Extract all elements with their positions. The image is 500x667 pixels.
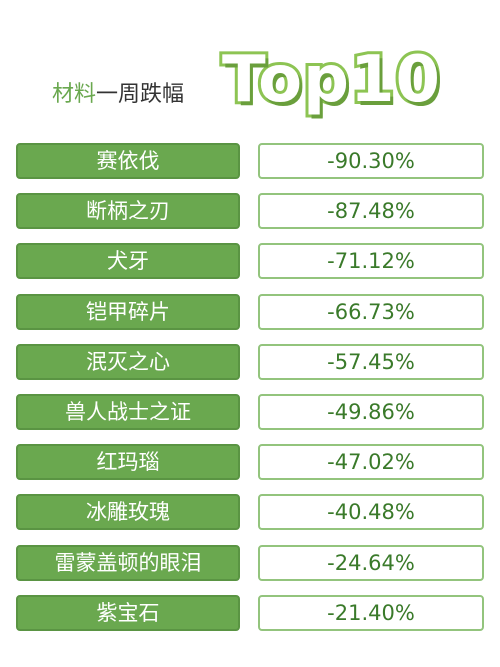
material-name: 赛依伐 [16,143,240,179]
change-value: -66.73% [258,294,484,330]
material-name: 红玛瑙 [16,444,240,480]
table-row: 冰雕玫瑰 -40.48% [0,494,500,530]
material-name: 铠甲碎片 [16,294,240,330]
table-row: 红玛瑙 -47.02% [0,444,500,480]
table-row: 犬牙 -71.12% [0,243,500,279]
material-name: 兽人战士之证 [16,394,240,430]
change-value: -87.48% [258,193,484,229]
change-value: -40.48% [258,494,484,530]
material-name: 冰雕玫瑰 [16,494,240,530]
table-row: 雷蒙盖顿的眼泪 -24.64% [0,545,500,581]
table-row: 紫宝石 -21.40% [0,595,500,631]
material-name: 泯灭之心 [16,344,240,380]
material-name: 紫宝石 [16,595,240,631]
change-value: -57.45% [258,344,484,380]
title-top10: Top10 [219,40,443,120]
material-name: 犬牙 [16,243,240,279]
change-value: -71.12% [258,243,484,279]
change-value: -90.30% [258,143,484,179]
page-title: 材料一周跌幅 [52,80,184,110]
title-highlight: 材料 [52,82,97,107]
material-name: 雷蒙盖顿的眼泪 [16,545,240,581]
table-row: 赛依伐 -90.30% [0,143,500,179]
title-rest: 一周跌幅 [96,82,185,107]
table-row: 泯灭之心 -57.45% [0,344,500,380]
change-value: -49.86% [258,394,484,430]
material-name: 断柄之刃 [16,193,240,229]
table-row: 铠甲碎片 -66.73% [0,294,500,330]
table-row: 兽人战士之证 -49.86% [0,394,500,430]
change-value: -47.02% [258,444,484,480]
page-header: 材料一周跌幅 Top10 [0,40,500,120]
change-value: -21.40% [258,595,484,631]
table-row: 断柄之刃 -87.48% [0,193,500,229]
change-value: -24.64% [258,545,484,581]
